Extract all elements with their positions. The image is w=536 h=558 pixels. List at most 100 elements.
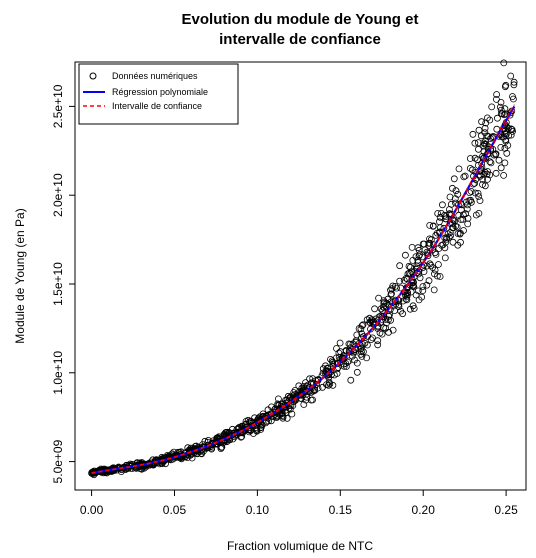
data-point xyxy=(442,213,450,221)
data-point xyxy=(393,284,401,292)
data-point xyxy=(416,274,424,282)
data-point xyxy=(286,405,294,413)
data-point xyxy=(510,95,517,103)
data-point xyxy=(387,286,394,294)
data-point xyxy=(454,190,462,198)
data-point xyxy=(353,368,361,376)
data-point xyxy=(451,217,459,225)
data-point xyxy=(497,110,505,117)
data-point xyxy=(497,99,505,106)
data-point xyxy=(444,230,452,238)
data-point xyxy=(497,164,505,172)
data-point xyxy=(453,223,461,231)
data-point xyxy=(469,166,476,174)
data-point xyxy=(342,363,350,370)
data-point xyxy=(426,221,434,229)
data-point xyxy=(479,175,487,183)
data-point xyxy=(357,344,365,352)
data-point xyxy=(311,387,319,394)
data-point xyxy=(449,238,457,246)
y-tick-label: 1.5e+10 xyxy=(51,262,65,306)
data-point xyxy=(500,59,508,67)
data-point xyxy=(432,231,440,239)
data-point xyxy=(401,251,409,259)
data-point xyxy=(374,337,382,345)
data-point xyxy=(355,339,363,347)
data-lines xyxy=(91,104,516,475)
chart-title-line2: intervalle de confiance xyxy=(219,31,381,48)
data-point xyxy=(446,193,454,201)
data-point xyxy=(410,305,418,312)
data-point xyxy=(466,164,474,172)
chart-title-line1: Evolution du module de Young et xyxy=(182,11,419,28)
data-point xyxy=(436,273,444,280)
data-point xyxy=(403,296,411,304)
data-point xyxy=(502,137,510,145)
data-point xyxy=(429,222,437,230)
data-point xyxy=(367,336,375,344)
data-point xyxy=(419,287,427,295)
confidence-upper-line xyxy=(91,104,515,474)
data-point xyxy=(460,173,468,181)
data-point xyxy=(501,159,509,167)
data-point xyxy=(464,220,472,228)
data-point xyxy=(309,396,317,404)
data-point xyxy=(359,321,367,329)
data-point xyxy=(437,209,445,217)
data-point xyxy=(358,348,365,356)
data-point xyxy=(434,261,442,268)
data-point xyxy=(396,277,404,285)
data-point xyxy=(410,283,418,291)
data-point xyxy=(297,390,305,398)
data-point xyxy=(434,210,442,217)
data-point xyxy=(438,201,446,209)
data-point xyxy=(474,189,482,197)
data-point xyxy=(492,96,500,103)
data-point xyxy=(475,193,483,200)
x-tick-label: 0.25 xyxy=(494,503,518,517)
data-point xyxy=(501,144,509,152)
data-point xyxy=(419,283,427,290)
x-axis: 0.00 0.05 0.10 0.15 0.20 0.25 xyxy=(80,490,518,517)
data-point xyxy=(323,364,331,372)
legend: Données numériques Régression polynomial… xyxy=(78,63,239,125)
data-point xyxy=(329,381,337,389)
data-point xyxy=(275,401,283,409)
data-point xyxy=(495,156,503,164)
data-point xyxy=(363,316,371,324)
data-point xyxy=(450,175,458,183)
data-point xyxy=(399,310,407,318)
regression-line xyxy=(91,105,516,475)
data-point xyxy=(471,139,479,147)
data-point xyxy=(122,462,130,470)
data-point xyxy=(400,276,408,284)
legend-points-label: Données numériques xyxy=(112,71,198,81)
data-point xyxy=(259,410,267,418)
data-point xyxy=(329,358,337,366)
data-point xyxy=(409,282,417,290)
data-point xyxy=(474,139,482,147)
data-point xyxy=(475,126,483,134)
x-tick-label: 0.00 xyxy=(80,503,104,517)
data-point xyxy=(385,312,393,320)
data-point xyxy=(264,406,272,414)
data-point xyxy=(366,318,374,326)
plot-frame xyxy=(74,61,527,491)
data-point xyxy=(426,235,433,243)
data-point xyxy=(414,259,422,266)
data-point xyxy=(391,307,399,315)
data-point xyxy=(405,262,413,270)
data-point xyxy=(459,215,467,223)
data-point xyxy=(435,218,443,226)
x-axis-label: Fraction volumique de NTC xyxy=(227,539,373,553)
data-point xyxy=(429,264,437,271)
data-point xyxy=(483,114,491,122)
data-point xyxy=(441,211,449,219)
data-point xyxy=(403,292,411,300)
data-point xyxy=(477,132,485,140)
data-point xyxy=(488,103,496,111)
data-point xyxy=(406,263,414,271)
data-point xyxy=(483,170,491,178)
data-point xyxy=(348,352,356,360)
